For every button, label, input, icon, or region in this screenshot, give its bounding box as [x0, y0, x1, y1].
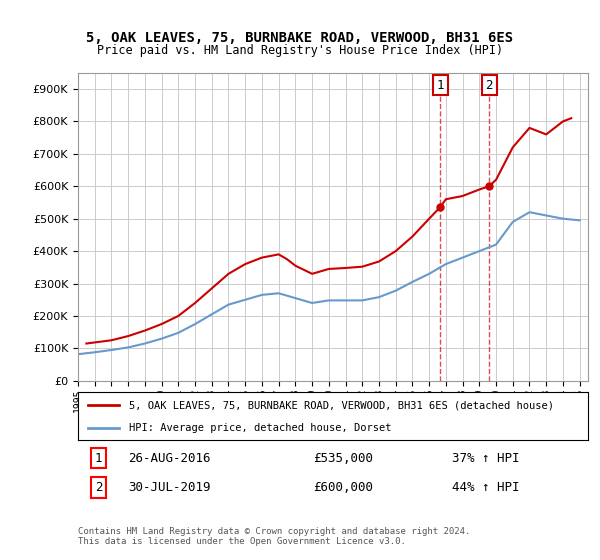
Text: 1: 1 — [95, 451, 102, 465]
Text: 5, OAK LEAVES, 75, BURNBAKE ROAD, VERWOOD, BH31 6ES (detached house): 5, OAK LEAVES, 75, BURNBAKE ROAD, VERWOO… — [129, 400, 554, 410]
Text: 44% ↑ HPI: 44% ↑ HPI — [452, 481, 520, 494]
Text: 2: 2 — [95, 481, 102, 494]
Text: Contains HM Land Registry data © Crown copyright and database right 2024.
This d: Contains HM Land Registry data © Crown c… — [78, 526, 470, 546]
Text: 2: 2 — [485, 78, 493, 92]
Text: 26-AUG-2016: 26-AUG-2016 — [128, 451, 211, 465]
Text: 5, OAK LEAVES, 75, BURNBAKE ROAD, VERWOOD, BH31 6ES: 5, OAK LEAVES, 75, BURNBAKE ROAD, VERWOO… — [86, 31, 514, 45]
Text: 30-JUL-2019: 30-JUL-2019 — [128, 481, 211, 494]
Text: £600,000: £600,000 — [313, 481, 373, 494]
Text: £535,000: £535,000 — [313, 451, 373, 465]
Text: Price paid vs. HM Land Registry's House Price Index (HPI): Price paid vs. HM Land Registry's House … — [97, 44, 503, 57]
Text: HPI: Average price, detached house, Dorset: HPI: Average price, detached house, Dors… — [129, 423, 392, 433]
Text: 37% ↑ HPI: 37% ↑ HPI — [452, 451, 520, 465]
Text: 1: 1 — [436, 78, 444, 92]
